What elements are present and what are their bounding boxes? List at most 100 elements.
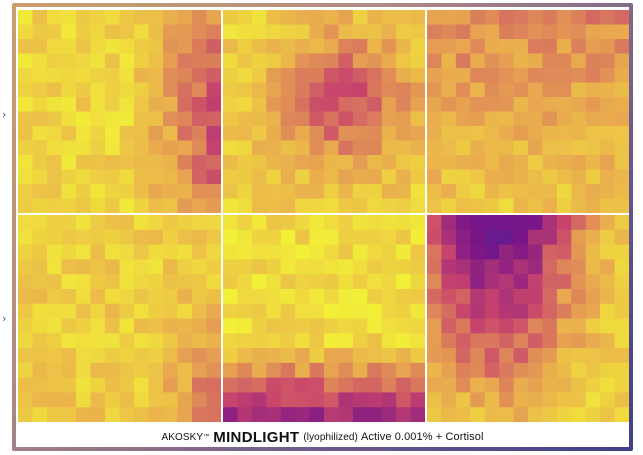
heatmap-cell bbox=[338, 215, 354, 231]
heatmap-cell bbox=[47, 39, 63, 55]
heatmap-cell bbox=[105, 24, 121, 40]
heatmap-cell bbox=[499, 407, 515, 422]
heatmap-cell bbox=[76, 184, 92, 200]
heatmap-cell bbox=[470, 126, 486, 142]
heatmap-cell bbox=[614, 362, 629, 379]
heatmap-cell bbox=[309, 155, 325, 171]
heatmap-cell bbox=[32, 24, 48, 40]
heatmap-cell bbox=[441, 259, 457, 275]
heatmap-cell bbox=[470, 392, 486, 408]
heatmap-cell bbox=[61, 348, 77, 364]
heatmap-cell bbox=[542, 333, 558, 349]
heatmap-cell bbox=[18, 24, 34, 40]
heatmap-cell bbox=[192, 39, 208, 55]
heatmap-cell bbox=[499, 140, 515, 156]
heatmap-cell bbox=[76, 24, 92, 40]
heatmap-cell bbox=[484, 259, 500, 275]
heatmap-cell bbox=[484, 348, 500, 364]
heatmap-cell bbox=[542, 169, 558, 185]
heatmap-cell bbox=[427, 126, 443, 142]
heatmap-cell bbox=[119, 10, 135, 26]
heatmap-cell bbox=[499, 68, 515, 84]
heatmap-cell bbox=[18, 169, 34, 185]
heatmap-cell bbox=[396, 215, 412, 231]
heatmap-cell bbox=[367, 215, 383, 231]
heatmap-cell bbox=[556, 140, 572, 156]
heatmap-cell bbox=[556, 215, 572, 231]
heatmap-cell bbox=[223, 140, 239, 156]
heatmap-cell bbox=[134, 169, 150, 185]
heatmap-cell bbox=[280, 274, 296, 290]
heatmap-cell bbox=[600, 68, 616, 84]
heatmap-cell bbox=[192, 198, 208, 213]
heatmap-cell bbox=[324, 198, 340, 213]
heatmap-cell bbox=[61, 82, 77, 98]
heatmap-cell bbox=[352, 333, 368, 349]
heatmap-cell bbox=[309, 10, 325, 26]
heatmap-cell bbox=[163, 377, 179, 394]
heatmap-cell bbox=[600, 82, 616, 98]
heatmap-cell bbox=[338, 259, 354, 275]
heatmap-cell bbox=[427, 169, 443, 185]
heatmap-cell bbox=[295, 407, 311, 422]
heatmap-cell bbox=[148, 348, 164, 364]
heatmap-cell bbox=[338, 198, 354, 213]
heatmap-cell bbox=[338, 333, 354, 349]
heatmap-cell bbox=[163, 68, 179, 84]
heatmap-cell bbox=[427, 244, 443, 260]
heatmap-cell bbox=[295, 184, 311, 200]
heatmap-cell bbox=[542, 392, 558, 408]
heatmap-cell bbox=[206, 111, 221, 127]
heatmap-cell bbox=[571, 97, 587, 113]
heatmap-cell bbox=[513, 82, 529, 98]
heatmap-cell bbox=[90, 259, 106, 275]
heatmap-cell bbox=[76, 362, 92, 379]
heatmap-cell bbox=[381, 198, 397, 213]
heatmap-cell bbox=[251, 140, 267, 156]
heatmap-cell bbox=[571, 229, 587, 246]
heatmap-cell bbox=[585, 377, 601, 394]
heatmap-cell bbox=[367, 392, 383, 408]
heatmap-cell bbox=[484, 10, 500, 26]
heatmap-cell bbox=[381, 169, 397, 185]
heatmap-cell bbox=[192, 10, 208, 26]
heatmap-cell bbox=[427, 82, 443, 98]
heatmap-cell bbox=[90, 184, 106, 200]
heatmap-cell bbox=[455, 229, 471, 246]
heatmap-cell bbox=[484, 229, 500, 246]
heatmap-cell bbox=[470, 53, 486, 69]
heatmap-cell bbox=[119, 392, 135, 408]
heatmap-cell bbox=[410, 392, 425, 408]
heatmap-cell bbox=[148, 24, 164, 40]
heatmap-cell bbox=[163, 259, 179, 275]
heatmap-cell bbox=[61, 377, 77, 394]
heatmap-cell bbox=[280, 184, 296, 200]
heatmap-cell bbox=[105, 155, 121, 171]
heatmap-cell bbox=[367, 333, 383, 349]
heatmap-cell bbox=[47, 68, 63, 84]
heatmap-cell bbox=[192, 407, 208, 422]
heatmap-cell bbox=[177, 333, 193, 349]
heatmap-cell bbox=[47, 348, 63, 364]
heatmap-cell bbox=[61, 318, 77, 334]
heatmap-grid bbox=[18, 10, 629, 422]
heatmap-cell bbox=[338, 24, 354, 40]
heatmap-cell bbox=[280, 140, 296, 156]
heatmap-cell bbox=[614, 333, 629, 349]
heatmap-cell bbox=[237, 169, 253, 185]
heatmap-cell bbox=[134, 155, 150, 171]
heatmap-cell bbox=[614, 184, 629, 200]
heatmap-cell bbox=[223, 126, 239, 142]
heatmap-cell bbox=[427, 274, 443, 290]
heatmap-cell bbox=[105, 392, 121, 408]
heatmap-cell bbox=[484, 362, 500, 379]
heatmap-cell bbox=[571, 303, 587, 320]
heatmap-cell bbox=[352, 126, 368, 142]
heatmap-cell bbox=[90, 229, 106, 246]
heatmap-cell bbox=[119, 303, 135, 320]
heatmap-cell bbox=[484, 24, 500, 40]
heatmap-cell bbox=[163, 274, 179, 290]
heatmap-cell bbox=[542, 274, 558, 290]
heatmap-cell bbox=[61, 39, 77, 55]
heatmap-cell bbox=[324, 259, 340, 275]
